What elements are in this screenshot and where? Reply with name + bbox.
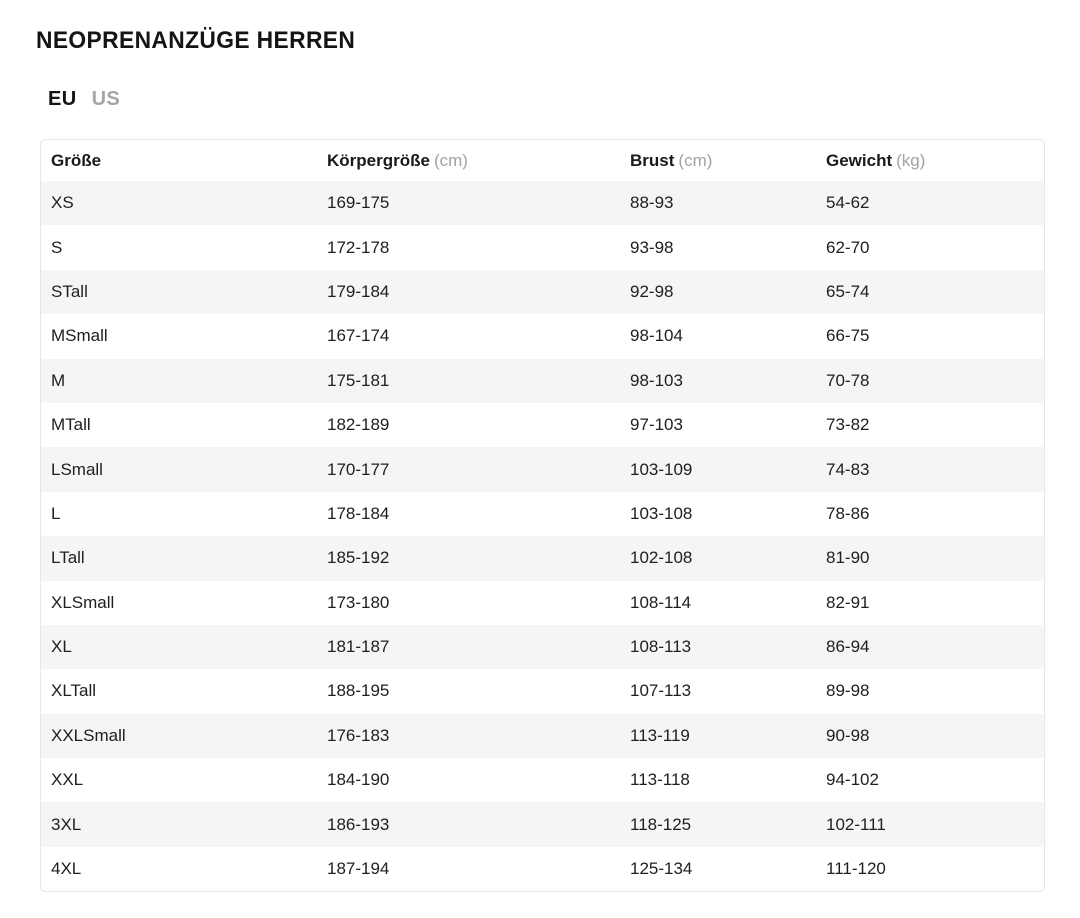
range-value-cell: 182-189 [327,415,390,435]
range-value-cell: 175-181 [327,370,390,390]
range-value-cell: 92-98 [630,281,674,301]
table-row: MSmall 167-174 98-104 66-75 [41,314,1044,358]
range-value-cell: 187-194 [327,859,390,879]
range-value-cell: 103-109 [630,459,693,479]
size-label-cell: LSmall [51,459,103,479]
table-row: XL 181-187 108-113 86-94 [41,624,1044,670]
range-value-cell: 176-183 [327,725,390,745]
table-row: STall 179-184 92-98 65-74 [41,269,1044,315]
range-value-cell: 181-187 [327,637,390,657]
range-value-cell: 81-90 [826,548,870,568]
range-value-cell: 125-134 [630,859,693,879]
range-value-cell: 78-86 [826,503,870,523]
range-value-cell: 89-98 [826,681,870,701]
range-value-cell: 185-192 [327,548,390,568]
range-value-cell: 82-91 [826,592,870,612]
range-value-cell: 111-120 [826,859,886,879]
table-row: L 178-184 103-108 78-86 [41,492,1044,536]
tab-us[interactable]: US [91,88,121,110]
range-value-cell: 94-102 [826,770,879,790]
size-label-cell: S [51,237,63,257]
size-label-cell: MTall [51,415,91,435]
range-value-cell: 66-75 [826,326,870,346]
range-value-cell: 108-113 [630,637,692,657]
range-value-cell: 186-193 [327,814,390,834]
range-value-cell: 88-93 [630,193,674,213]
table-row: S 172-178 93-98 62-70 [41,225,1044,269]
size-table: Größe Körpergröße (cm) Brust (cm) Gewicht(… [40,139,1045,893]
range-value-cell: 62-70 [826,237,870,257]
range-value-cell: 102-111 [826,814,886,834]
range-value-cell: 86-94 [826,637,870,657]
table-row: MTall 182-189 97-103 73-82 [41,403,1044,447]
range-value-cell: 178-184 [327,503,390,523]
range-value-cell: 173-180 [327,592,390,612]
tab-eu[interactable]: EU [48,88,77,110]
range-value-cell: 188-195 [327,681,390,701]
range-value-cell: 170-177 [327,459,390,479]
table-row: LSmall 170-177 103-109 74-83 [41,447,1044,492]
range-value-cell: 184-190 [327,770,390,790]
range-value-cell: 98-104 [630,326,683,346]
size-label-cell: LTall [51,548,85,568]
size-label-cell: XXL [51,770,84,790]
size-label-cell: XS [51,193,74,213]
column-header-height: Körpergröße (cm) [327,150,468,170]
table-row: XS 169-175 88-93 54-62 [41,181,1044,226]
size-label-cell: M [51,370,66,390]
range-value-cell: 107-113 [630,681,692,701]
size-label-cell: MSmall [51,326,108,346]
size-label-cell: XL [51,637,72,657]
table-row: XLTall 188-195 107-113 89-98 [41,669,1044,713]
size-label-cell: 3XL [51,814,82,834]
size-label-cell: 4XL [51,859,82,879]
table-row: M 175-181 98-103 70-78 [41,358,1044,403]
size-label-cell: L [51,503,61,523]
table-row: XXLSmall 176-183 113-119 90-98 [41,713,1044,759]
table-row: 4XL 187-194 125-134 111-120 [41,847,1044,891]
range-value-cell: 172-178 [327,237,390,257]
range-value-cell: 65-74 [826,281,870,301]
range-value-cell: 93-98 [630,237,674,257]
range-value-cell: 102-108 [630,548,693,568]
size-label-cell: XXLSmall [51,725,126,745]
range-value-cell: 169-175 [327,193,390,213]
range-value-cell: 113-119 [630,725,690,745]
size-label-cell: XLSmall [51,592,115,612]
range-value-cell: 103-108 [630,503,693,523]
range-value-cell: 54-62 [826,193,870,213]
range-value-cell: 74-83 [826,459,870,479]
size-label-cell: STall [51,281,88,301]
range-value-cell: 98-103 [630,370,683,390]
range-value-cell: 90-98 [826,725,870,745]
unit-tabs: EU US [48,89,120,110]
range-value-cell: 118-125 [630,814,692,834]
range-value-cell: 73-82 [826,415,870,435]
header-row: Größe Körpergröße (cm) Brust (cm) Gewicht(… [41,140,1044,181]
range-value-cell: 108-114 [630,592,692,612]
column-header-weight: Gewicht (kg) [826,150,926,170]
range-value-cell: 70-78 [826,370,870,390]
range-value-cell: 179-184 [327,281,390,301]
table-row: XXL 184-190 113-118 94-102 [41,758,1044,802]
table-row: 3XL 186-193 118-125 102-111 [41,802,1044,847]
range-value-cell: 113-118 [630,770,690,790]
table-row: LTall 185-192 102-108 81-90 [41,536,1044,581]
range-value-cell: 167-174 [327,326,390,346]
table-row: XLSmall 173-180 108-114 82-91 [41,581,1044,625]
range-value-cell: 97-103 [630,415,683,435]
page-title: NEOPRENANZÜGE HERREN [36,27,356,54]
column-header-size: Größe [51,150,102,170]
column-header-chest: Brust (cm) [630,150,713,170]
size-label-cell: XLTall [51,681,97,701]
